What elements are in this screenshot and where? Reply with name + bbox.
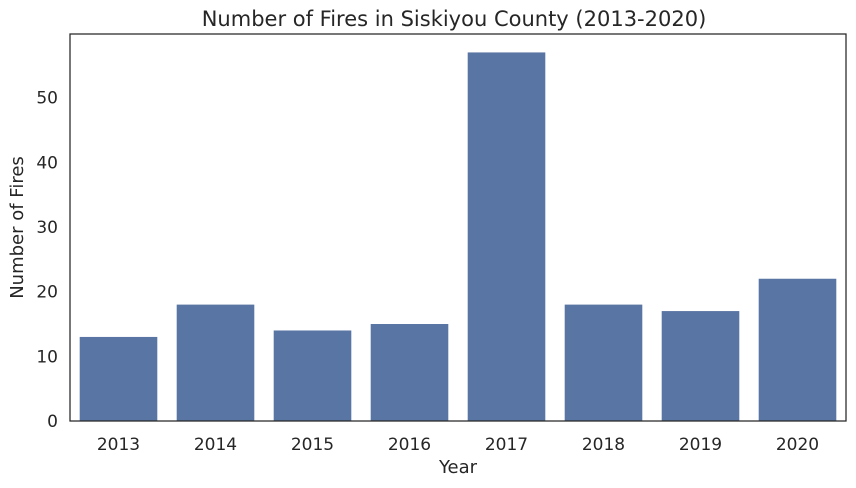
y-tick-label: 0 — [47, 412, 58, 432]
x-tick-label: 2015 — [291, 435, 334, 455]
x-tick-label: 2016 — [388, 435, 431, 455]
x-tick-label: 2019 — [679, 435, 722, 455]
bar-2017 — [467, 52, 546, 422]
bars-group — [79, 52, 837, 422]
y-tick-label: 20 — [36, 283, 58, 303]
x-axis-label: Year — [438, 457, 478, 478]
bar-2019 — [661, 311, 740, 421]
x-tick-label: 2020 — [776, 435, 819, 455]
x-tick-label: 2017 — [485, 435, 528, 455]
y-axis-ticks: 0 10 20 30 40 50 — [36, 89, 58, 432]
plot-frame — [69, 33, 847, 422]
y-axis-label: Number of Fires — [7, 156, 28, 299]
y-tick-label: 50 — [36, 89, 58, 109]
y-tick-label: 30 — [36, 218, 58, 238]
x-tick-label: 2013 — [97, 435, 140, 455]
y-tick-label: 10 — [36, 347, 58, 367]
bar-2013 — [79, 336, 158, 421]
x-tick-label: 2018 — [582, 435, 625, 455]
bar-2020 — [758, 278, 837, 421]
x-tick-label: 2014 — [194, 435, 237, 455]
bar-2015 — [273, 330, 352, 421]
x-axis-ticks: 2013 2014 2015 2016 2017 2018 2019 2020 — [97, 435, 819, 455]
y-tick-label: 40 — [36, 153, 58, 173]
bar-2014 — [176, 304, 255, 421]
chart-title: Number of Fires in Siskiyou County (2013… — [202, 7, 707, 31]
bar-2016 — [370, 324, 449, 421]
bar-2018 — [564, 304, 643, 421]
